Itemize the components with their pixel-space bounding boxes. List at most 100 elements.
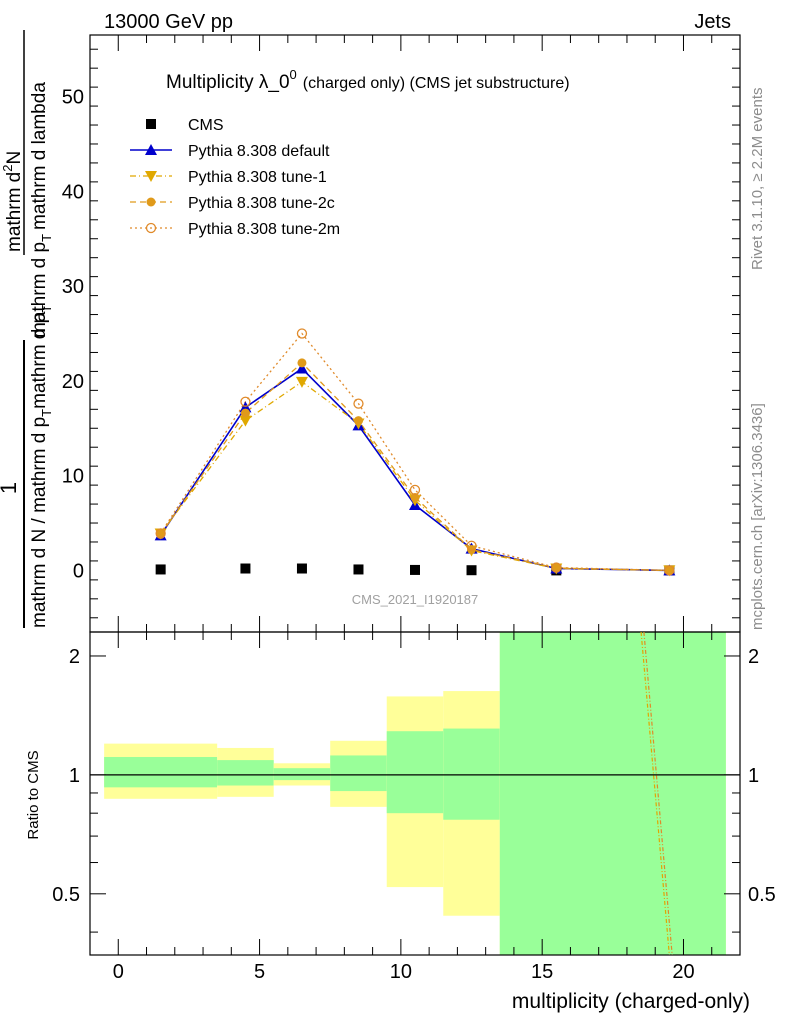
data-point-s4-5 (466, 540, 477, 551)
ratio-lines (640, 631, 673, 956)
data-point-s3-3 (353, 416, 363, 426)
main-title-sup: 0 (290, 67, 297, 82)
data-point-s2-1 (239, 415, 252, 427)
ylabel-lower-b: mathrm d p (29, 313, 50, 409)
ylabel-num-main: mathrm d (4, 172, 25, 252)
data-point-s3-0 (156, 529, 166, 539)
data-point-s3-6 (551, 563, 561, 573)
data-point-s0-4 (410, 564, 420, 575)
xtick-label: 20 (672, 961, 694, 983)
data-point-s4-0 (155, 528, 166, 539)
ratio-ytick-label-left: 1 (69, 765, 80, 787)
data-point-s1-1 (239, 401, 252, 413)
ratio-line-0 (640, 631, 670, 956)
main-title-text: Multiplicity λ_0 (166, 72, 290, 93)
stat-band-5 (443, 728, 500, 820)
main-ytick-label: 10 (62, 466, 84, 488)
stat-band-2 (273, 768, 331, 781)
data-point-s1-2 (295, 362, 308, 374)
legend-label-1: Pythia 8.308 default (188, 143, 330, 160)
data-point-s4-2 (296, 328, 308, 339)
main-ytick-label: 40 (62, 181, 84, 203)
xtick-label: 0 (113, 961, 124, 983)
ratio-ytick-label-left: 0.5 (52, 884, 80, 906)
series-points (154, 328, 676, 577)
data-point-s3-1 (240, 408, 250, 418)
series-line-2 (160, 381, 670, 572)
main-title-suffix: (charged only) (CMS jet substructure) (303, 75, 570, 92)
main-ylabel: 1 mathrm d N / mathrm d pTmathrm d pT ma… (0, 30, 54, 628)
header-category: Jets (694, 11, 731, 33)
data-point-s3-5 (467, 545, 477, 555)
ratio-uncertainty-bands (90, 632, 740, 955)
stat-band-0 (104, 756, 218, 788)
legend-label-3: Pythia 8.308 tune-2c (188, 195, 335, 212)
ratio-line-1 (643, 631, 673, 956)
stat-band-3 (330, 755, 387, 792)
xtick-label: 10 (390, 961, 412, 983)
stat-band-1 (217, 760, 274, 786)
ylabel-lower-a: mathrm d N / mathrm d p (29, 417, 50, 628)
stat-band-4 (386, 731, 444, 814)
data-point-s4-3 (353, 398, 364, 409)
legend-label-0: CMS (188, 117, 224, 134)
sidebar-rivet: Rivet 3.1.10, ≥ 2.2M events (749, 88, 766, 271)
legend-label-4: Pythia 8.308 tune-2m (188, 221, 340, 238)
data-point-s3-4 (410, 492, 420, 502)
data-point-s0-0 (155, 564, 166, 575)
stat-band-6 (499, 632, 726, 955)
ylabel-upper-num: mathrm d2N (0, 151, 25, 252)
xtick-label: 15 (531, 961, 553, 983)
header-energy: 13000 GeV pp (104, 11, 233, 33)
ratio-ytick-label-right: 2 (748, 646, 759, 668)
ylabel-den-sub: T (39, 234, 54, 242)
legend: CMS Pythia 8.308 default Pythia 8.308 tune… (130, 117, 340, 238)
series-lines (159, 332, 670, 572)
data-point-s0-3 (353, 564, 364, 575)
ylabel-den-b: mathrm d lambda (29, 82, 50, 230)
legend-marker-1 (145, 144, 157, 155)
x-axis-label: multiplicity (charged-only) (512, 990, 750, 1013)
ylabel-numerator: 1 (0, 482, 21, 494)
legend-marker-2 (145, 171, 157, 182)
ylabel-lower-sub: T (39, 409, 54, 417)
ylabel-num-sup: 2 (0, 165, 15, 172)
ylabel-lower-sub2: T (39, 305, 54, 313)
ylabel-upper-den: mathrm d pTmathrm d lambda (29, 82, 54, 338)
legend-marker-4 (145, 222, 157, 234)
data-point-s2-2 (295, 376, 308, 388)
xtick-label: 5 (254, 961, 265, 983)
series-line-1 (159, 367, 670, 572)
ylabel-den-a: mathrm d p (29, 242, 50, 338)
series-line-3 (160, 361, 670, 572)
legend-label-2: Pythia 8.308 tune-1 (188, 169, 327, 186)
data-point-s0-1 (240, 563, 251, 574)
watermark: CMS_2021_I1920187 (352, 592, 479, 607)
data-point-s3-2 (297, 358, 307, 368)
main-ytick-label: 20 (62, 371, 84, 393)
ratio-ytick-label-left: 2 (69, 646, 80, 668)
data-point-s0-2 (296, 563, 307, 574)
data-point-s4-7 (664, 565, 675, 576)
ratio-ytick-label-right: 1 (748, 765, 759, 787)
legend-marker-0 (146, 119, 156, 129)
main-ytick-label: 50 (62, 87, 84, 109)
legend-marker-3 (146, 197, 156, 207)
ratio-plot-frame (89, 631, 741, 956)
series-line-4 (160, 332, 670, 572)
main-ytick-label: 30 (62, 276, 84, 298)
ylabel-num-rest: N (4, 151, 25, 165)
ratio-ytick-label-right: 0.5 (748, 884, 776, 906)
data-point-s0-5 (466, 565, 477, 576)
ratio-axis-ticks: 0.5 0.51 12 20 5 10 15 20 (52, 646, 776, 983)
main-ytick-label: 0 (73, 560, 84, 582)
data-point-s3-7 (664, 565, 674, 575)
main-title: Multiplicity λ_00 (charged only) (CMS jet… (166, 67, 570, 93)
data-point-s4-1 (240, 396, 251, 407)
sidebar-mcplots: mcplots.cern.ch [arXiv:1306.3436] (749, 403, 766, 630)
ratio-ylabel: Ratio to CMS (25, 750, 42, 839)
data-point-s4-4 (409, 484, 421, 496)
ylabel-lower: mathrm d N / mathrm d pTmathrm d pT (29, 305, 54, 628)
